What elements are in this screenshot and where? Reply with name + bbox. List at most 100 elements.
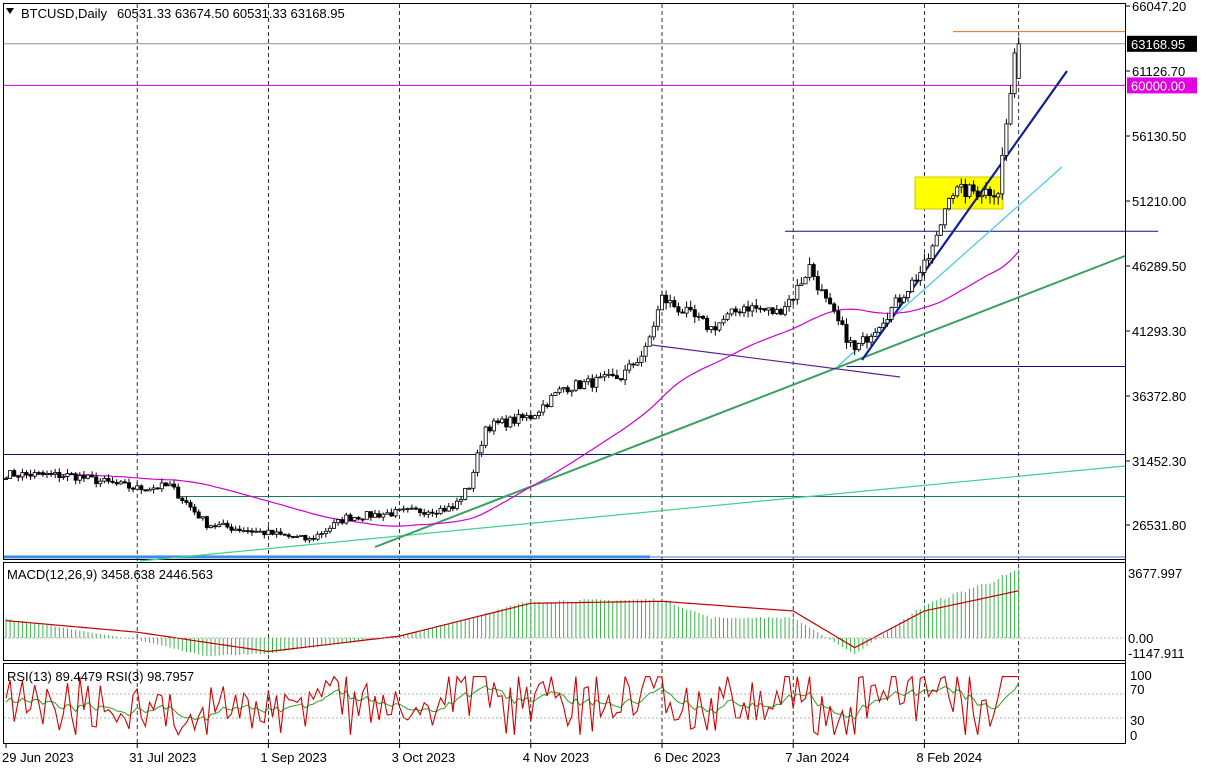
candle-body (401, 508, 406, 511)
candle-body (434, 512, 439, 515)
candle-body (668, 300, 673, 304)
candle-body (409, 507, 414, 510)
price-tick-label: 51210.00 (1132, 194, 1186, 209)
candle-body (914, 279, 919, 282)
candle-body (783, 306, 788, 315)
candle-body (696, 315, 701, 318)
candle-body (647, 336, 652, 347)
candle-body (856, 343, 861, 350)
candle-body (258, 530, 263, 533)
candle-body (865, 336, 870, 343)
candle-body (516, 414, 521, 424)
candle-body (664, 294, 669, 304)
price-tick-label: 46289.50 (1132, 259, 1186, 274)
candle-body (910, 279, 915, 292)
candle-body (651, 325, 656, 338)
macd-tick-label: 0.00 (1128, 631, 1153, 646)
trend-drawings (139, 70, 1126, 562)
candle-body (295, 536, 300, 538)
candle-body (561, 387, 566, 390)
price-tick-label: 26531.80 (1132, 518, 1186, 533)
moving-average-line (5, 251, 1020, 527)
candle-body (237, 528, 242, 532)
candle-body (430, 511, 435, 514)
candle-body (405, 508, 410, 511)
candle-body (188, 502, 193, 508)
candle-body (73, 473, 78, 481)
candle-body (131, 487, 136, 490)
candle-body (975, 190, 980, 198)
candle-body (32, 472, 37, 477)
candle-body (483, 426, 488, 446)
candle-body (684, 306, 689, 314)
candle-body (520, 414, 525, 419)
candle-body (934, 234, 939, 247)
candle-body (512, 416, 517, 424)
macd-signal-line (5, 590, 1019, 653)
candle-body (545, 404, 550, 408)
candle-body (573, 380, 578, 391)
candle-body (479, 444, 484, 454)
time-tick-label: 4 Nov 2023 (523, 750, 590, 765)
candle-body (475, 452, 480, 473)
price-tick-label: 31452.30 (1132, 454, 1186, 469)
candle-body (176, 486, 181, 499)
candle-body (225, 522, 230, 528)
price-tick-label: 61126.70 (1132, 64, 1185, 79)
candle-body (906, 291, 911, 299)
time-tick-label: 1 Sep 2023 (260, 750, 327, 765)
candle-body (127, 482, 132, 489)
candle-body (996, 193, 1001, 198)
candle-body (319, 533, 324, 535)
candle-body (65, 473, 70, 477)
candle-body (229, 526, 234, 531)
candle-body (270, 529, 275, 535)
candle-body (692, 309, 697, 318)
candle-body (717, 322, 722, 331)
candle-body (877, 327, 882, 333)
candle-body (504, 418, 509, 428)
candle-body (844, 324, 849, 343)
candle-body (147, 488, 152, 492)
rsi13-line (5, 682, 1020, 721)
candle-body (586, 378, 591, 383)
candle-body (787, 298, 792, 308)
last-price-label: 63168.95 (1131, 37, 1185, 52)
time-tick-label: 8 Feb 2024 (916, 750, 982, 765)
candle-body (122, 481, 127, 484)
candle-body (635, 362, 640, 366)
candle-body (799, 283, 804, 286)
candle-body (69, 473, 74, 476)
candle-body (213, 525, 218, 528)
long-trendline (139, 465, 1126, 562)
candle-body (360, 518, 365, 521)
candle-body (922, 259, 927, 273)
rsi-tick-label: 0 (1130, 728, 1137, 743)
candle-body (750, 305, 755, 312)
rsi-lines (5, 675, 1020, 737)
candle-body (1008, 93, 1013, 125)
candle-body (16, 475, 21, 478)
candle-body (619, 378, 624, 381)
candle-body (938, 224, 943, 236)
candle-body (49, 472, 54, 475)
candle-body (249, 530, 254, 533)
candle-body (860, 336, 865, 344)
candle-body (53, 472, 58, 475)
level-price-tag (1127, 77, 1197, 94)
candle-body (676, 306, 681, 313)
time-tick-label: 7 Jan 2024 (785, 750, 849, 765)
candle-body (901, 297, 906, 303)
candle-body (20, 472, 25, 478)
time-tick-label: 31 Jul 2023 (129, 750, 196, 765)
candle-body (709, 326, 714, 330)
price-tick-label: 66047.20 (1132, 0, 1186, 14)
candle-body (278, 531, 283, 535)
last-price-tag (1127, 35, 1197, 52)
candle-body (336, 519, 341, 524)
rsi-tick-label: 70 (1130, 682, 1144, 697)
symbol-menu-arrow-icon[interactable] (6, 8, 14, 14)
candle-body (172, 483, 177, 488)
candle-body (241, 530, 246, 533)
